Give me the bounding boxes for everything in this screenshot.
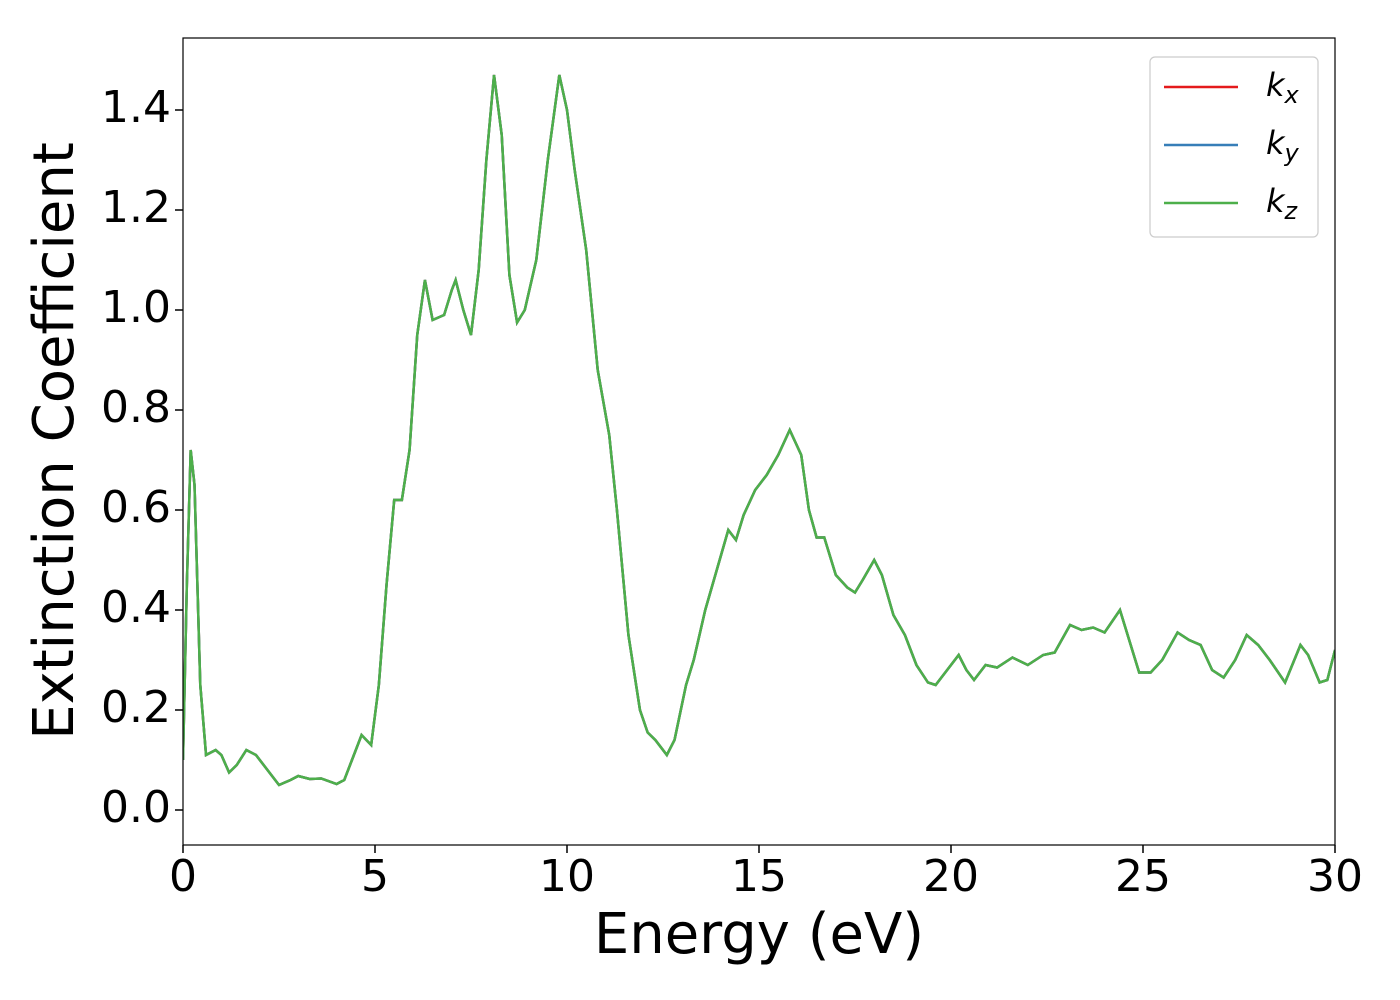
x-axis-label: Energy (eV) (594, 902, 924, 967)
x-tick-label: 25 (1115, 851, 1171, 902)
plot-frame (182, 37, 1336, 846)
series-line (183, 74, 1335, 787)
x-tick-label: 20 (923, 851, 979, 902)
y-tick-label: 1.0 (101, 282, 171, 333)
x-tick-label: 15 (731, 851, 787, 902)
y-tick-label: 0.8 (101, 382, 171, 433)
legend-label: kx (1266, 66, 1300, 109)
y-tick-label: 0.4 (101, 582, 171, 633)
x-tick-label: 10 (539, 851, 595, 902)
x-tick-label: 0 (169, 851, 197, 902)
y-tick-label: 0.2 (101, 682, 171, 733)
legend-label: ky (1266, 124, 1300, 167)
y-tick-label: 0.6 (101, 482, 171, 533)
x-tick-label: 5 (361, 851, 389, 902)
y-axis-label: Extinction Coefficient (22, 142, 87, 740)
y-tick-label: 1.2 (101, 182, 171, 233)
y-tick-label: 0.0 (101, 782, 171, 833)
legend-box (1149, 56, 1319, 238)
x-tick-label: 30 (1307, 851, 1363, 902)
legend-label: kz (1266, 182, 1299, 225)
y-tick-label: 1.4 (101, 82, 171, 133)
